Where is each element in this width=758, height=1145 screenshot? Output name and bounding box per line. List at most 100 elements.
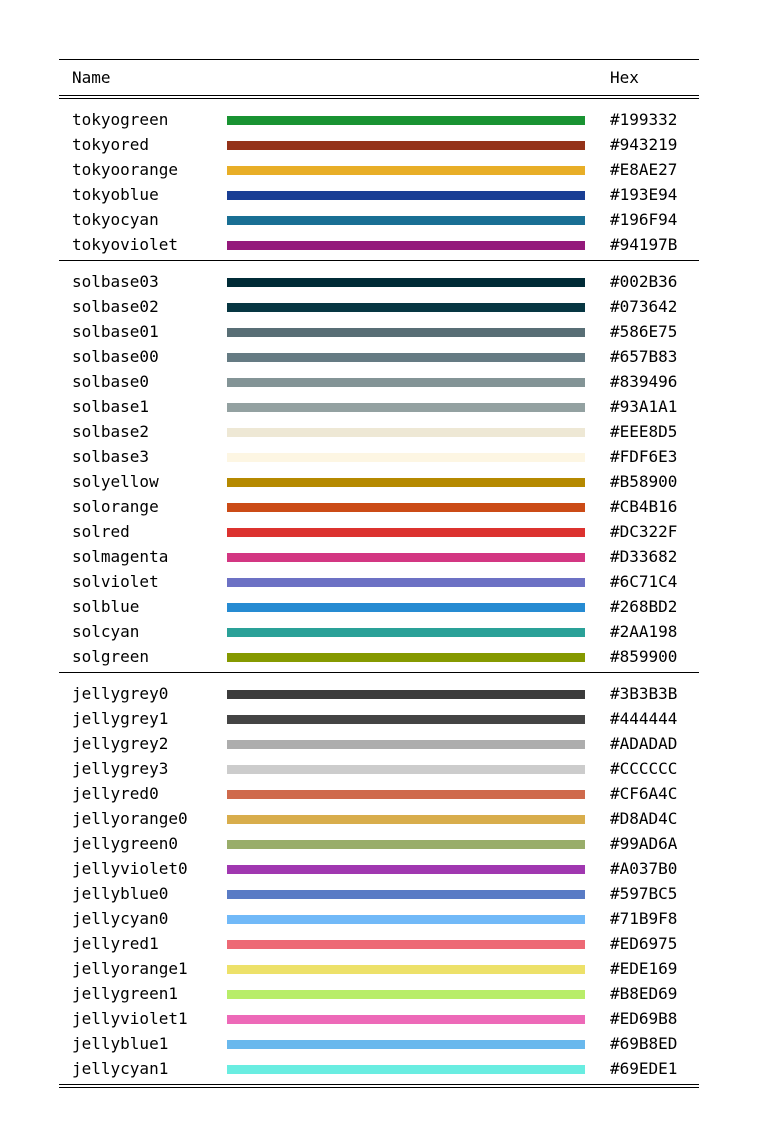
color-hex: #073642 — [610, 297, 678, 316]
color-hex: #268BD2 — [610, 597, 678, 616]
color-hex: #CCCCCC — [610, 759, 678, 778]
table-row: jellygreen1 #B8ED69 — [59, 982, 699, 1007]
color-hex: #839496 — [610, 372, 678, 391]
table-row: jellygreen0 #99AD6A — [59, 832, 699, 857]
table-row: solbase01 #586E75 — [59, 320, 699, 345]
color-swatch — [227, 328, 585, 337]
color-name: solbase3 — [72, 447, 150, 466]
table-row: solgreen #859900 — [59, 645, 699, 670]
color-hex: #94197B — [610, 235, 678, 254]
color-swatch — [227, 690, 585, 699]
color-name: tokyoorange — [72, 160, 178, 179]
color-hex: #D33682 — [610, 547, 678, 566]
color-swatch — [227, 715, 585, 724]
table-row: jellyred0 #CF6A4C — [59, 782, 699, 807]
table-row: solbase1 #93A1A1 — [59, 395, 699, 420]
color-hex: #2AA198 — [610, 622, 678, 641]
color-swatch — [227, 553, 585, 562]
color-hex: #859900 — [610, 647, 678, 666]
color-swatch — [227, 865, 585, 874]
table-row: solred #DC322F — [59, 520, 699, 545]
table-row: tokyogreen #199332 — [59, 108, 699, 133]
color-hex: #93A1A1 — [610, 397, 678, 416]
table-row: jellyorange0 #D8AD4C — [59, 807, 699, 832]
color-hex: #D8AD4C — [610, 809, 678, 828]
color-hex: #943219 — [610, 135, 678, 154]
table-row: solbase0 #839496 — [59, 370, 699, 395]
color-hex: #ADADAD — [610, 734, 678, 753]
color-name: jellyblue0 — [72, 884, 169, 903]
table-row: jellygrey2 #ADADAD — [59, 732, 699, 757]
table-header: Name Hex — [59, 60, 699, 95]
color-swatch — [227, 503, 585, 512]
table-row: jellycyan0 #71B9F8 — [59, 907, 699, 932]
color-name: solbase03 — [72, 272, 159, 291]
color-name: jellyred0 — [72, 784, 159, 803]
table-row: jellyred1 #ED6975 — [59, 932, 699, 957]
color-swatch — [227, 403, 585, 412]
color-swatch — [227, 453, 585, 462]
color-group: tokyogreen #199332 tokyored #943219 tokyoora… — [59, 99, 699, 260]
color-hex: #002B36 — [610, 272, 678, 291]
color-swatch — [227, 278, 585, 287]
color-name: solred — [72, 522, 130, 541]
color-hex: #DC322F — [610, 522, 678, 541]
color-swatch — [227, 765, 585, 774]
color-swatch — [227, 303, 585, 312]
color-name: jellygrey0 — [72, 684, 169, 703]
table-row: tokyoorange #E8AE27 — [59, 158, 699, 183]
color-swatch — [227, 990, 585, 999]
color-swatch — [227, 478, 585, 487]
color-name: solviolet — [72, 572, 159, 591]
table-row: jellygrey1 #444444 — [59, 707, 699, 732]
color-hex: #657B83 — [610, 347, 678, 366]
color-name: solbase2 — [72, 422, 150, 441]
color-name: solmagenta — [72, 547, 169, 566]
color-name: tokyored — [72, 135, 150, 154]
color-swatch — [227, 815, 585, 824]
color-name: solblue — [72, 597, 140, 616]
color-swatch — [227, 578, 585, 587]
color-hex: #A037B0 — [610, 859, 678, 878]
bottom-rule-lower — [59, 1087, 699, 1088]
color-name: jellyviolet0 — [72, 859, 188, 878]
color-hex: #CF6A4C — [610, 784, 678, 803]
color-group: solbase03 #002B36 solbase02 #073642 solbase0… — [59, 260, 699, 672]
color-swatch — [227, 428, 585, 437]
table-row: jellyviolet0 #A037B0 — [59, 857, 699, 882]
table-row: solorange #CB4B16 — [59, 495, 699, 520]
color-swatch — [227, 166, 585, 175]
color-name: solbase02 — [72, 297, 159, 316]
color-swatch — [227, 790, 585, 799]
header-rule-upper — [59, 95, 699, 96]
color-name: solbase1 — [72, 397, 150, 416]
table-row: solbase3 #FDF6E3 — [59, 445, 699, 470]
color-swatch — [227, 940, 585, 949]
color-swatch — [227, 965, 585, 974]
color-hex: #6C71C4 — [610, 572, 678, 591]
color-name: solbase0 — [72, 372, 150, 391]
color-hex: #99AD6A — [610, 834, 678, 853]
color-name: solbase01 — [72, 322, 159, 341]
table-row: jellygrey0 #3B3B3B — [59, 682, 699, 707]
table-row: solcyan #2AA198 — [59, 620, 699, 645]
table-row: tokyored #943219 — [59, 133, 699, 158]
bottom-rule-upper — [59, 1084, 699, 1085]
hex-column-header: Hex — [610, 68, 639, 87]
table-row: solbase00 #657B83 — [59, 345, 699, 370]
color-hex: #E8AE27 — [610, 160, 678, 179]
color-swatch — [227, 890, 585, 899]
color-swatch — [227, 378, 585, 387]
table-row: solbase2 #EEE8D5 — [59, 420, 699, 445]
color-swatch — [227, 528, 585, 537]
color-table: Name Hex tokyogreen #199332 tokyored #94321… — [59, 59, 699, 1088]
color-name: jellygrey2 — [72, 734, 169, 753]
color-swatch — [227, 628, 585, 637]
color-swatch — [227, 191, 585, 200]
color-swatch — [227, 603, 585, 612]
table-row: solyellow #B58900 — [59, 470, 699, 495]
header-rule-lower — [59, 98, 699, 99]
color-swatch — [227, 915, 585, 924]
color-name: jellygreen1 — [72, 984, 178, 1003]
color-hex: #EDE169 — [610, 959, 678, 978]
